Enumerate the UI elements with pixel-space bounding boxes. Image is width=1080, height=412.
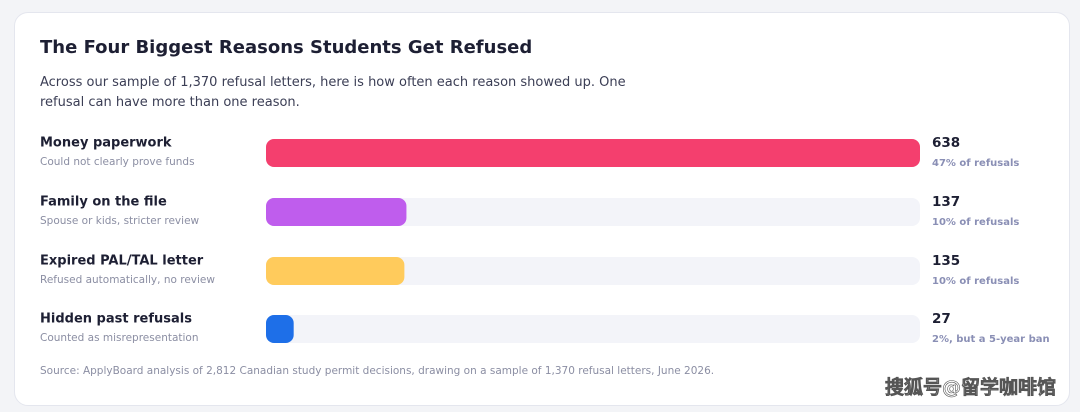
bar-detail: 47% of refusals (932, 158, 1019, 169)
bar (266, 257, 405, 285)
category-label: Expired PAL/TAL letter (40, 254, 204, 269)
bar-detail: 2%, but a 5-year ban (932, 334, 1050, 345)
bar (266, 315, 294, 343)
category-sublabel: Refused automatically, no review (40, 274, 215, 286)
bar (266, 198, 407, 226)
bar-value: 27 (932, 311, 951, 327)
category-label: Family on the file (40, 195, 167, 210)
bar-detail: 10% of refusals (932, 217, 1019, 228)
bar-detail: 10% of refusals (932, 276, 1019, 287)
bar-track (266, 315, 920, 343)
bar (266, 139, 920, 167)
category-sublabel: Spouse or kids, stricter review (40, 215, 200, 227)
category-sublabel: Could not clearly prove funds (40, 156, 195, 168)
category-label: Hidden past refusals (40, 312, 192, 327)
bar-track (266, 257, 920, 285)
category-label: Money paperwork (40, 136, 172, 151)
chart-subtitle: Across our sample of 1,370 refusal lette… (40, 75, 626, 110)
category-sublabel: Counted as misrepresentation (40, 332, 199, 344)
bar-value: 638 (932, 135, 960, 151)
watermark: 搜狐号@留学咖啡馆 (885, 376, 1056, 399)
chart-title: The Four Biggest Reasons Students Get Re… (40, 37, 533, 58)
bar-value: 137 (932, 194, 960, 210)
bar-track (266, 198, 920, 226)
bar-value: 135 (932, 253, 960, 269)
source: Source: ApplyBoard analysis of 2,812 Can… (40, 365, 714, 377)
